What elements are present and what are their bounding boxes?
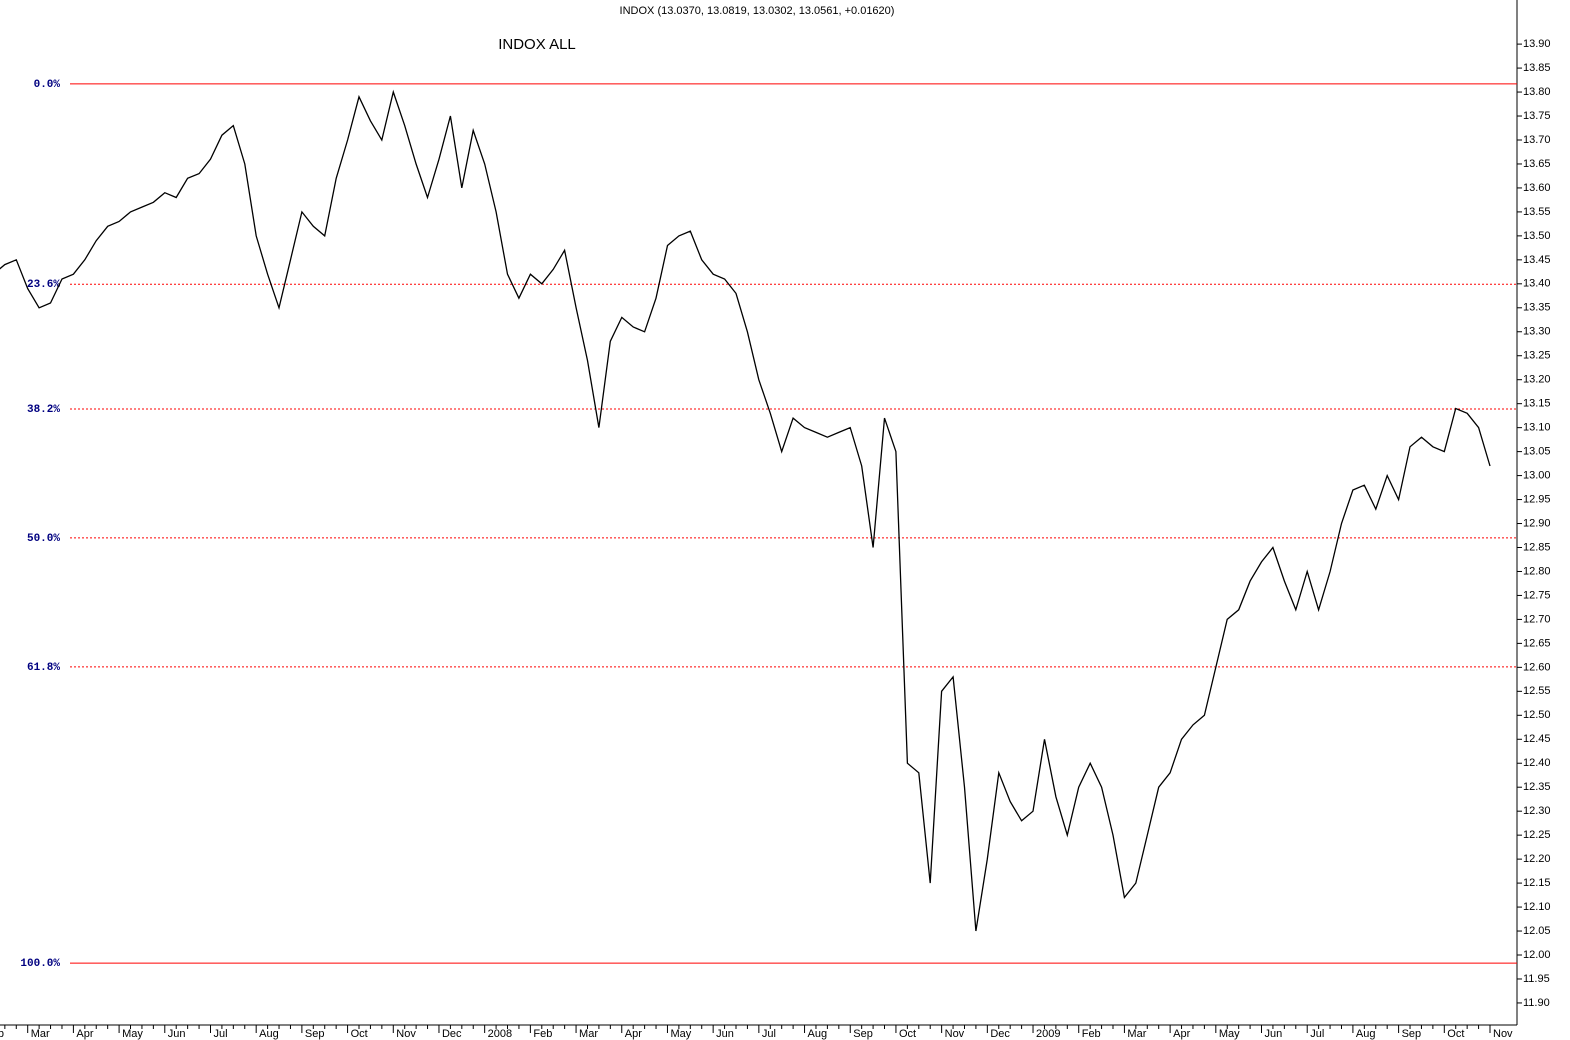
y-tick-label: 12.55: [1523, 685, 1551, 697]
x-tick-label: Feb: [1082, 1028, 1101, 1040]
y-tick-label: 12.90: [1523, 517, 1551, 529]
fib-level-label: 0.0%: [34, 79, 61, 91]
x-tick-label: Mar: [579, 1028, 598, 1040]
y-tick-label: 13.30: [1523, 326, 1551, 338]
y-tick-label: 13.75: [1523, 110, 1551, 122]
y-tick-label: 12.05: [1523, 925, 1551, 937]
x-tick-label: Nov: [396, 1028, 416, 1040]
x-tick-label: Mar: [1127, 1028, 1146, 1040]
y-tick-label: 13.50: [1523, 230, 1551, 242]
x-tick-label: Dec: [990, 1028, 1010, 1040]
x-tick-label: May: [670, 1028, 691, 1040]
fib-level-label: 61.8%: [27, 662, 60, 674]
y-tick-label: 13.70: [1523, 134, 1551, 146]
x-tick-label: Aug: [808, 1028, 828, 1040]
x-tick-label: Sep: [305, 1028, 325, 1040]
x-tick-label: Jul: [762, 1028, 776, 1040]
x-tick-label: Mar: [31, 1028, 50, 1040]
y-tick-label: 13.55: [1523, 206, 1551, 218]
x-tick-label: Feb: [533, 1028, 552, 1040]
y-tick-label: 13.65: [1523, 158, 1551, 170]
y-tick-label: 12.60: [1523, 661, 1551, 673]
y-tick-label: 12.45: [1523, 733, 1551, 745]
fib-level-label: 23.6%: [27, 279, 60, 291]
y-tick-label: 13.25: [1523, 350, 1551, 362]
chart-subtitle: INDOX ALL: [498, 36, 576, 53]
y-tick-label: 13.10: [1523, 422, 1551, 434]
y-tick-label: 11.95: [1523, 973, 1550, 985]
y-tick-label: 13.15: [1523, 398, 1551, 410]
x-tick-label: 2008: [488, 1028, 512, 1040]
y-tick-label: 13.20: [1523, 374, 1551, 386]
y-tick-label: 13.80: [1523, 86, 1551, 98]
y-tick-label: 12.80: [1523, 565, 1551, 577]
x-tick-label: Jun: [716, 1028, 734, 1040]
x-tick-label: Apr: [1173, 1028, 1190, 1040]
y-tick-label: 13.05: [1523, 446, 1551, 458]
y-tick-label: 12.40: [1523, 757, 1551, 769]
y-tick-label: 13.00: [1523, 469, 1551, 481]
x-tick-label: Jul: [213, 1028, 227, 1040]
fib-level-label: 100.0%: [20, 958, 60, 970]
x-tick-label: Sep: [1402, 1028, 1422, 1040]
series-group: [0, 89, 1491, 932]
y-tick-label: 12.30: [1523, 805, 1551, 817]
y-tick-label: 12.50: [1523, 709, 1551, 721]
x-tick-label: Nov: [945, 1028, 965, 1040]
x-tick-label: Dec: [442, 1028, 462, 1040]
y-tick-label: 12.95: [1523, 493, 1551, 505]
x-tick-label: Oct: [351, 1028, 368, 1040]
x-tick-label: Jun: [1265, 1028, 1283, 1040]
chart-title: INDOX (13.0370, 13.0819, 13.0302, 13.056…: [620, 5, 895, 17]
y-tick-label: 12.75: [1523, 589, 1551, 601]
y-tick-label: 13.35: [1523, 302, 1551, 314]
fib-level-label: 38.2%: [27, 404, 60, 416]
y-tick-label: 12.35: [1523, 781, 1551, 793]
plot-area: Feb Mar Apr May Jun Jul Aug Sep Oct Nov Dec 2008 Feb…: [0, 1028, 1513, 1040]
y-tick-label: 12.70: [1523, 613, 1551, 625]
x-tick-label: Sep: [853, 1028, 873, 1040]
x-tick-label: Apr: [76, 1028, 93, 1040]
y-tick-label: 12.15: [1523, 877, 1551, 889]
y-tick-label: 11.90: [1523, 997, 1550, 1009]
x-tick-label: Oct: [899, 1028, 916, 1040]
price-line: [0, 89, 1491, 932]
y-tick-label: 13.60: [1523, 182, 1551, 194]
y-tick-label: 13.90: [1523, 38, 1551, 50]
x-tick-label: 2009: [1036, 1028, 1060, 1040]
y-tick-label: 12.25: [1523, 829, 1551, 841]
x-tick-label: Feb: [0, 1028, 4, 1040]
y-tick-label: 12.10: [1523, 901, 1551, 913]
x-tick-label: Aug: [1356, 1028, 1376, 1040]
x-tick-label: May: [1219, 1028, 1240, 1040]
y-tick-label: 12.85: [1523, 541, 1551, 553]
y-tick-label: 13.40: [1523, 278, 1551, 290]
x-tick-label: Nov: [1493, 1028, 1513, 1040]
x-tick-label: Jul: [1310, 1028, 1324, 1040]
y-tick-label: 13.85: [1523, 62, 1551, 74]
fib-level-label: 50.0%: [27, 533, 60, 545]
x-tick-label: May: [122, 1028, 143, 1040]
x-tick-label: Oct: [1447, 1028, 1464, 1040]
x-tick-label: Apr: [625, 1028, 642, 1040]
y-tick-label: 12.00: [1523, 949, 1551, 961]
x-tick-label: Aug: [259, 1028, 279, 1040]
y-tick-label: 13.45: [1523, 254, 1551, 266]
x-tick-label: Jun: [168, 1028, 186, 1040]
y-tick-label: 12.20: [1523, 853, 1551, 865]
y-tick-label: 12.65: [1523, 637, 1551, 649]
